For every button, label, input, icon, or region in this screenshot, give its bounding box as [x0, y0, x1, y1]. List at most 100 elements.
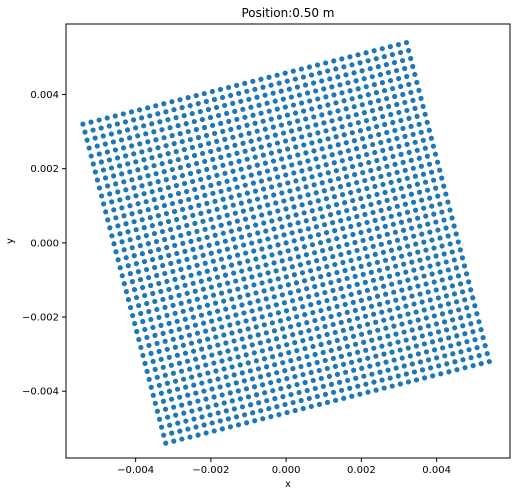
data-points: [80, 39, 492, 446]
data-point: [325, 136, 331, 142]
data-point: [356, 255, 362, 262]
data-point: [294, 84, 301, 90]
data-point: [303, 218, 309, 224]
data-point: [411, 233, 417, 239]
data-point: [157, 187, 163, 193]
data-point: [357, 357, 363, 363]
data-point: [184, 222, 190, 229]
data-point: [187, 400, 193, 406]
data-point: [267, 244, 273, 250]
data-point: [268, 116, 274, 122]
data-point: [361, 110, 367, 116]
data-point: [273, 302, 279, 308]
data-point: [387, 44, 393, 50]
data-point: [252, 188, 259, 194]
data-point: [338, 353, 345, 359]
data-point: [314, 393, 320, 400]
data-point: [348, 189, 354, 196]
data-point: [396, 75, 402, 82]
data-point: [149, 223, 155, 229]
data-point: [254, 196, 261, 202]
data-point: [231, 304, 237, 310]
data-point: [264, 168, 271, 174]
data-point: [337, 116, 343, 122]
data-point: [196, 202, 202, 208]
data-point: [347, 385, 353, 391]
data-point: [388, 213, 394, 219]
data-point: [154, 374, 160, 380]
data-point: [401, 261, 407, 267]
data-point: [455, 273, 462, 279]
data-point: [437, 269, 443, 275]
data-point: [133, 125, 139, 131]
data-point: [424, 153, 431, 159]
data-point: [404, 107, 410, 114]
data-point: [328, 246, 334, 252]
data-point: [152, 332, 158, 338]
data-point: [205, 336, 211, 342]
data-point: [419, 299, 425, 305]
data-point: [218, 256, 224, 262]
data-point: [410, 165, 416, 171]
data-point: [330, 355, 336, 361]
data-point: [282, 70, 288, 76]
data-point: [340, 259, 346, 266]
data-point: [149, 155, 155, 161]
data-point: [238, 166, 244, 172]
data-point: [241, 310, 247, 316]
data-point: [327, 76, 333, 82]
data-point: [156, 314, 162, 321]
data-point: [242, 148, 248, 154]
data-point: [111, 207, 117, 213]
data-point: [364, 219, 370, 226]
data-point: [258, 76, 264, 82]
data-point: [419, 265, 425, 271]
data-point: [137, 175, 143, 181]
data-point: [398, 83, 404, 90]
data-point: [163, 109, 169, 115]
data-point: [359, 365, 365, 371]
data-point: [202, 192, 208, 198]
data-point: [310, 80, 317, 86]
data-point: [285, 214, 291, 220]
data-point: [462, 297, 468, 303]
data-point: [353, 112, 359, 118]
data-point: [221, 366, 227, 372]
data-point: [179, 436, 185, 442]
data-point: [347, 156, 354, 162]
data-point: [234, 252, 241, 258]
data-point: [227, 390, 233, 396]
data-point: [388, 145, 394, 152]
data-point: [207, 344, 213, 350]
data-point: [179, 105, 185, 111]
data-point: [439, 209, 445, 215]
data-point: [233, 346, 239, 352]
data-point: [264, 398, 270, 404]
data-point: [410, 199, 417, 205]
data-point: [125, 229, 131, 235]
data-point: [328, 279, 334, 286]
data-point: [322, 323, 328, 330]
data-point: [337, 82, 343, 88]
data-point: [231, 372, 237, 378]
data-point: [146, 376, 152, 382]
data-point: [98, 125, 104, 131]
data-point: [137, 141, 143, 147]
data-point: [396, 143, 402, 150]
data-point: [374, 191, 380, 198]
data-point: [412, 71, 418, 78]
data-point: [251, 384, 258, 390]
data-point: [153, 238, 160, 245]
data-point: [122, 119, 129, 125]
data-point: [319, 146, 325, 152]
data-point: [119, 273, 125, 279]
data-point: [321, 86, 327, 92]
data-point: [266, 108, 272, 114]
data-point: [421, 239, 427, 245]
data-point: [199, 380, 205, 386]
data-point: [174, 250, 180, 257]
data-point: [450, 351, 456, 357]
data-point: [101, 201, 107, 207]
data-point: [449, 283, 456, 289]
